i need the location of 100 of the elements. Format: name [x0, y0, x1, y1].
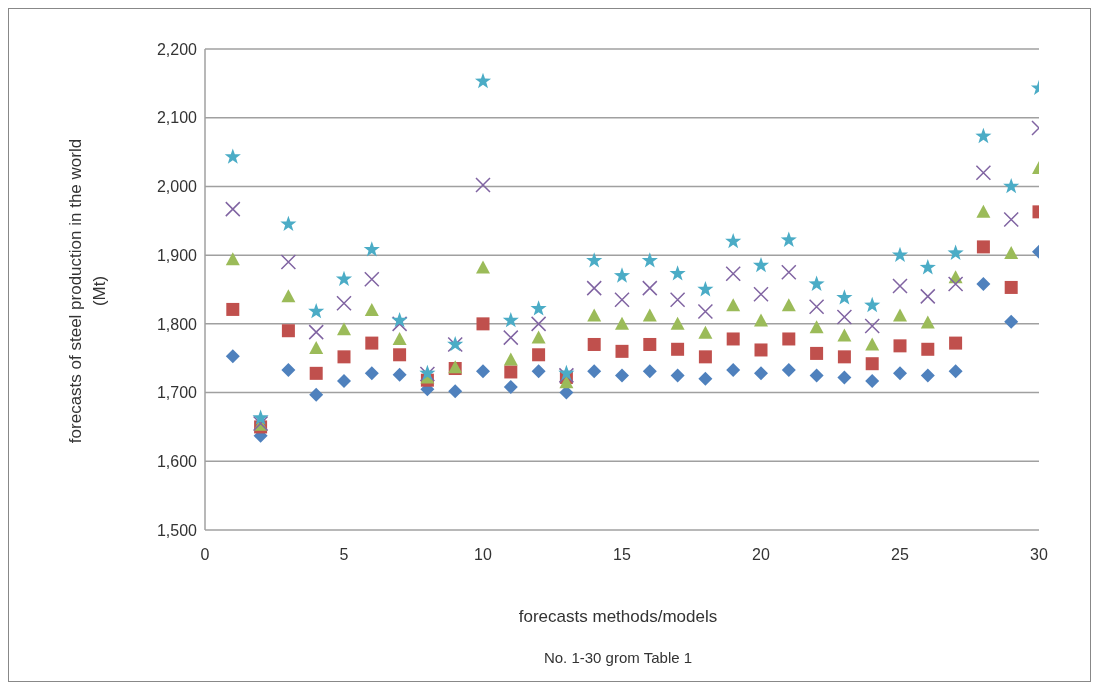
- point: [502, 311, 519, 328]
- y-tick-label: 2,000: [156, 178, 198, 196]
- point: [698, 325, 713, 339]
- x-tick-label: 10: [474, 546, 492, 563]
- point: [586, 280, 602, 296]
- y-tick-label: 1,500: [156, 521, 198, 539]
- point: [781, 264, 797, 281]
- point: [364, 271, 380, 287]
- point: [669, 292, 686, 308]
- point: [947, 244, 964, 260]
- point: [337, 350, 351, 364]
- y-tick-label: 2,100: [156, 109, 198, 127]
- point: [337, 322, 351, 336]
- x-tick-label: 0: [200, 546, 210, 563]
- point: [642, 308, 657, 322]
- point: [698, 350, 712, 364]
- point: [393, 348, 407, 362]
- point: [225, 252, 240, 266]
- point: [753, 286, 769, 303]
- point: [309, 340, 324, 354]
- point: [976, 277, 991, 291]
- y-tick-label: 1,600: [156, 452, 198, 470]
- point: [643, 337, 657, 351]
- point: [725, 232, 742, 249]
- point: [503, 329, 519, 346]
- point: [476, 260, 490, 274]
- point: [363, 241, 380, 257]
- point: [615, 368, 629, 383]
- point: [921, 342, 935, 356]
- point: [948, 364, 963, 379]
- point: [810, 346, 824, 360]
- point: [891, 246, 909, 263]
- point: [837, 328, 852, 342]
- point: [836, 289, 853, 305]
- point: [780, 231, 797, 247]
- point: [281, 362, 296, 377]
- point: [337, 373, 351, 388]
- point: [559, 375, 574, 389]
- point: [391, 311, 408, 328]
- point: [225, 349, 240, 364]
- point: [252, 409, 269, 425]
- point: [336, 295, 352, 311]
- point: [1004, 246, 1019, 260]
- point: [615, 344, 629, 358]
- point: [836, 309, 853, 325]
- point: [865, 357, 879, 371]
- point: [920, 315, 935, 329]
- point: [587, 337, 601, 351]
- point: [364, 366, 379, 381]
- point: [531, 330, 546, 344]
- point: [808, 275, 825, 291]
- point: [224, 148, 241, 164]
- point: [892, 278, 908, 294]
- point: [335, 270, 353, 287]
- point: [726, 362, 741, 377]
- point: [809, 368, 824, 383]
- x-axis-title: forecasts methods/models: [517, 607, 719, 627]
- point: [641, 252, 658, 268]
- y-tick-label: 1,800: [156, 315, 198, 333]
- point: [503, 352, 518, 366]
- point: [391, 316, 408, 332]
- point: [976, 240, 990, 254]
- point: [865, 337, 880, 351]
- point: [392, 367, 407, 382]
- point: [864, 318, 880, 334]
- point: [697, 303, 714, 320]
- point: [309, 387, 324, 402]
- point: [281, 324, 295, 338]
- point: [809, 320, 824, 334]
- x-tick-label: 20: [752, 546, 770, 563]
- point: [530, 300, 547, 316]
- point: [530, 316, 547, 332]
- point: [281, 289, 296, 303]
- point: [474, 72, 492, 89]
- point: [669, 265, 686, 281]
- point: [975, 164, 992, 181]
- point: [697, 281, 714, 297]
- x-tick-label: 25: [891, 546, 909, 563]
- point: [1004, 314, 1019, 329]
- point: [308, 302, 325, 319]
- point: [587, 308, 602, 322]
- point: [975, 127, 992, 144]
- point: [782, 332, 796, 346]
- point: [532, 348, 546, 362]
- point: [670, 316, 685, 330]
- point: [308, 324, 324, 340]
- point: [919, 259, 936, 275]
- point: [587, 364, 602, 379]
- point: [754, 343, 768, 357]
- point: [225, 201, 241, 217]
- point: [504, 365, 518, 379]
- point: [726, 298, 741, 312]
- point: [448, 384, 463, 399]
- y-axis-title: forecasts of steel production in the world (Mt): [65, 137, 110, 446]
- point: [754, 313, 768, 327]
- point: [781, 298, 796, 312]
- point: [280, 254, 297, 270]
- point: [476, 364, 490, 379]
- point: [614, 292, 630, 308]
- point: [752, 256, 770, 273]
